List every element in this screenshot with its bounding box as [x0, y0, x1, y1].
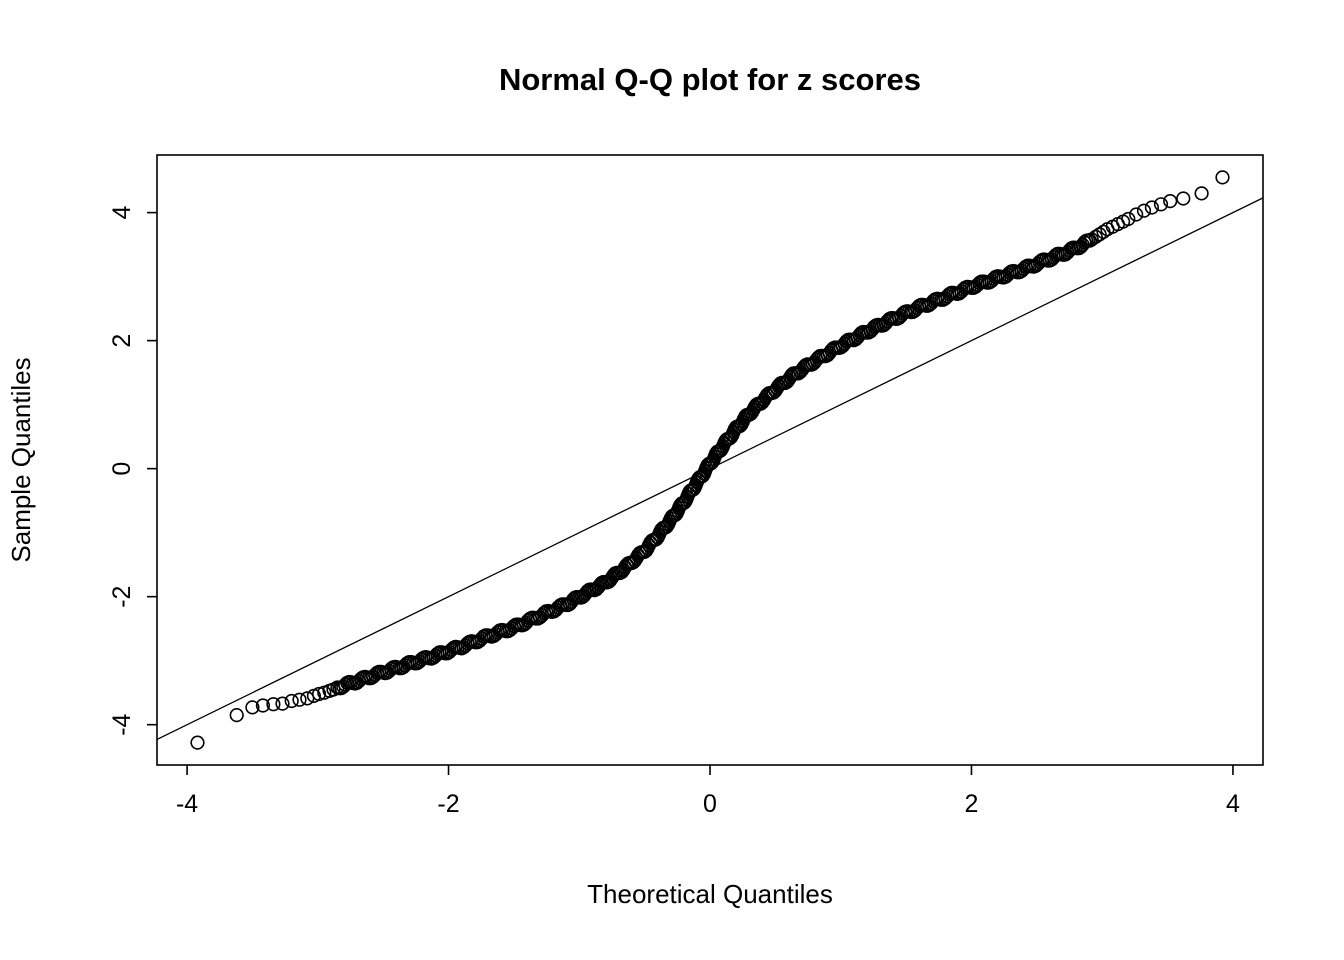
y-tick-label: 4 [108, 206, 136, 220]
y-tick-label: 0 [108, 462, 136, 476]
y-tick-label: -2 [108, 586, 136, 608]
y-tick-label: 2 [108, 334, 136, 348]
x-tick-label: 0 [703, 790, 717, 818]
y-axis-label: Sample Quantiles [6, 357, 36, 562]
x-axis-label: Theoretical Quantiles [587, 879, 833, 909]
x-axis: -4 -2 0 2 4 [176, 765, 1240, 818]
y-axis: -4 -2 0 2 4 [108, 206, 157, 736]
x-tick-label: -4 [176, 790, 198, 818]
x-tick-label: 4 [1226, 790, 1240, 818]
y-tick-label: -4 [108, 713, 136, 735]
x-tick-label: -2 [437, 790, 459, 818]
x-tick-label: 2 [965, 790, 979, 818]
data-points-group [190, 170, 1230, 750]
chart-title: Normal Q-Q plot for z scores [499, 62, 921, 97]
